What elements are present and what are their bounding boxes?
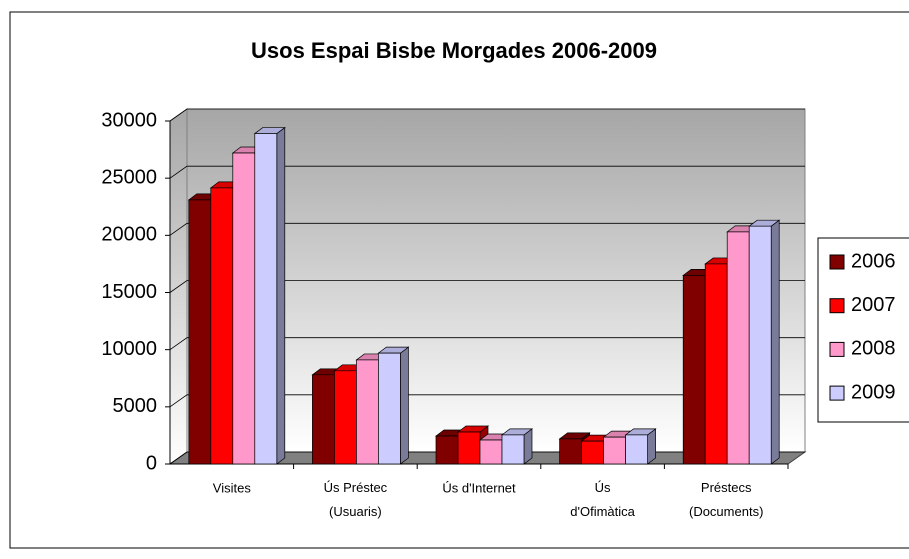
bar-face (748, 225, 772, 465)
x-tick-label: Ús Préstec (Usuaris) (324, 480, 388, 519)
y-tick-label: 15000 (101, 281, 157, 303)
y-tick-label: 30000 (101, 109, 157, 131)
x-tick-label: Préstecs (Documents) (689, 480, 763, 519)
bar (500, 428, 534, 465)
chart-title: Usos Espai Bisbe Morgades 2006-2009 (251, 38, 657, 63)
grid-line (169, 394, 805, 408)
bar-face (682, 275, 706, 465)
bar-face (603, 436, 626, 465)
bar-face (770, 219, 780, 465)
bar-face (559, 438, 582, 465)
x-tick-label: Ús d'Ofimàtica (570, 480, 635, 519)
bar-face (625, 434, 648, 465)
bar-face (210, 187, 234, 465)
bar-face (457, 431, 481, 465)
x-tick-label: Visites (213, 480, 252, 495)
legend-swatch (829, 298, 845, 314)
bar (748, 219, 781, 465)
grid-line (169, 222, 805, 236)
bar-face (232, 152, 256, 465)
bar-face (356, 359, 379, 465)
bar-face (400, 346, 409, 465)
bar (624, 428, 657, 465)
y-tick-label: 5000 (113, 395, 158, 417)
bar-face (334, 370, 357, 465)
bar-face (501, 434, 525, 465)
legend-label: 2009 (851, 381, 896, 403)
bar (253, 126, 286, 465)
bar-face (276, 126, 286, 465)
x-tick-label: Ús d'Internet (442, 480, 516, 495)
grid-line (169, 337, 805, 350)
bar (377, 346, 410, 465)
bar-face (188, 199, 212, 465)
y-tick-label: 20000 (101, 224, 157, 246)
legend-label: 2008 (851, 338, 896, 360)
bar-face (726, 231, 750, 465)
y-tick-label: 25000 (101, 166, 157, 188)
bar-face (378, 352, 401, 465)
legend-label: 2007 (851, 294, 896, 316)
y-tick-label: 10000 (101, 338, 157, 360)
y-tick-label: 0 (146, 452, 157, 474)
legend-label: 2006 (851, 250, 896, 272)
bar-face (435, 435, 459, 465)
bar-face (479, 439, 503, 465)
bar-face (704, 263, 728, 465)
bar-face (254, 133, 278, 465)
bar-face (581, 440, 604, 465)
grid-line (169, 280, 805, 293)
bar-face (312, 374, 335, 465)
legend-swatch (829, 341, 845, 357)
legend-swatch (829, 385, 845, 401)
grid-line (169, 108, 805, 122)
legend-swatch (829, 254, 845, 270)
grid-line (169, 165, 805, 179)
